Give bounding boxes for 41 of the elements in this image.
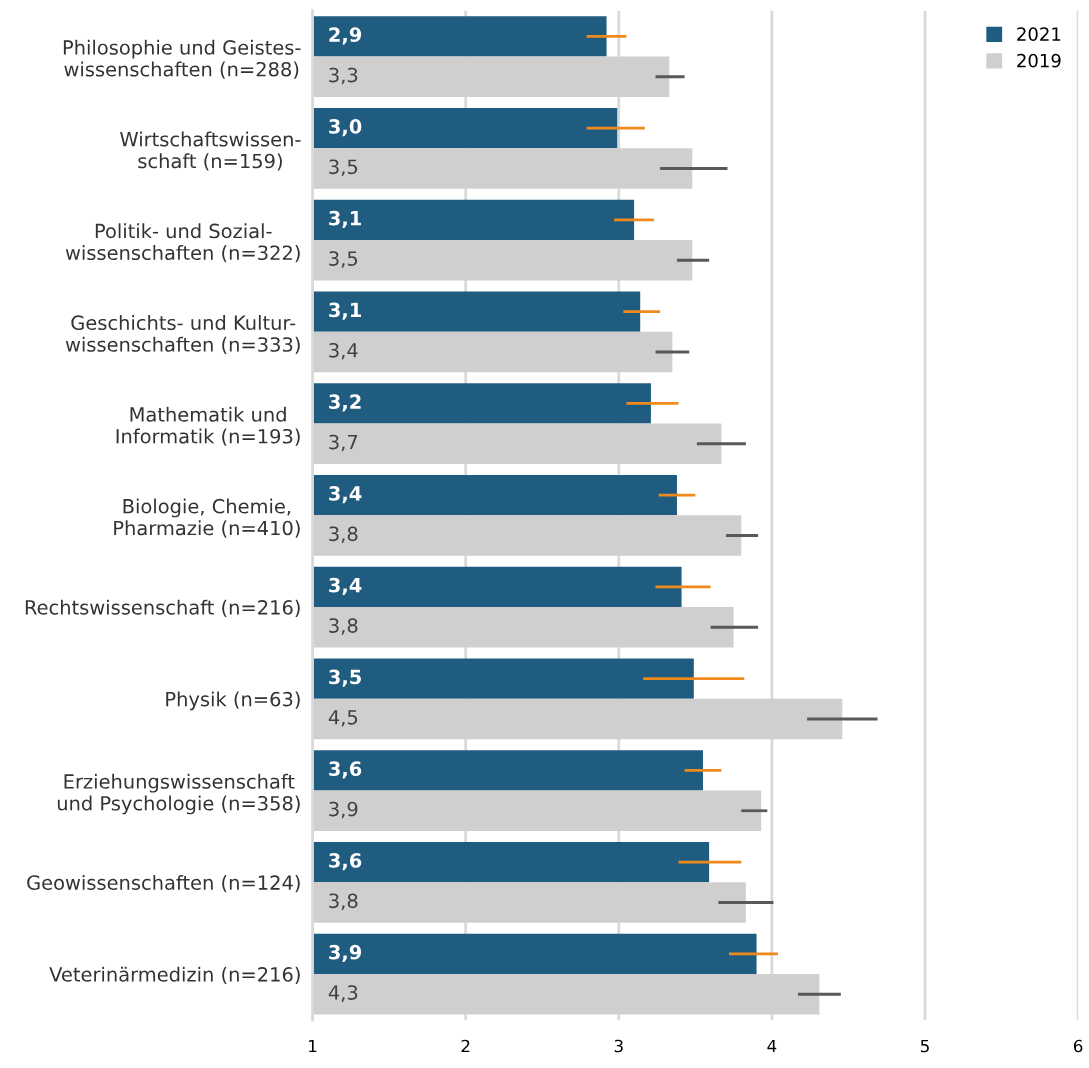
data-label: 2,9 (329, 27, 362, 45)
data-label: 3,4 (329, 342, 358, 360)
data-label: 3,8 (329, 618, 358, 635)
data-label: 3,5 (329, 251, 358, 268)
data-label: 3,5 (329, 669, 361, 687)
y-tick-label: Geowissenschaften (n=124) (27, 874, 300, 893)
legend-label: 2021 (1017, 27, 1061, 41)
y-tick-label: Biologie, Chemie, Pharmazie (n=410) (114, 498, 300, 538)
x-tick-label: 2 (461, 1039, 470, 1053)
y-tick-label: Geschichts- und Kultur- wissenschaften (n=333) (65, 315, 300, 355)
data-label: 3,9 (329, 801, 358, 819)
data-label: 3,7 (329, 434, 358, 452)
data-label: 3,3 (329, 67, 358, 85)
y-tick-label: Veterinärmedizin (n=216) (49, 966, 300, 985)
y-tick-label: Erziehungswissenschaft und Psychologie (n=358) (57, 773, 300, 815)
y-tick-label: Politik- und Sozial- wissenschaften (n=322) (65, 223, 300, 263)
y-tick-label: Wirtschaftswissen- schaft (n=159) (120, 131, 301, 171)
x-tick-label: 3 (614, 1039, 623, 1053)
data-label: 3,4 (329, 577, 362, 595)
data-label: 3,1 (329, 210, 361, 228)
data-label: 3,6 (329, 853, 362, 871)
y-tick-label: Philosophie und Geistes- wissenschaften (n=288) (63, 39, 301, 79)
data-label: 3,5 (329, 159, 358, 177)
x-tick-label: 1 (309, 1039, 317, 1053)
data-label: 3,4 (329, 486, 362, 504)
y-tick-label: Mathematik und Informatik (n=193) (116, 406, 300, 446)
data-label: 3,0 (329, 119, 362, 137)
legend-label: 2019 (1017, 53, 1061, 68)
data-label: 3,8 (329, 526, 358, 544)
data-label: 3,2 (329, 394, 361, 412)
x-tick-label: 5 (920, 1039, 929, 1053)
x-tick-label: 4 (767, 1039, 777, 1053)
data-label: 3,6 (329, 761, 362, 779)
data-label: 3,8 (329, 893, 358, 911)
data-label: 4,3 (328, 985, 358, 1002)
data-label: 3,9 (329, 944, 362, 963)
data-label: 4,5 (328, 710, 358, 727)
y-tick-label: Physik (n=63) (166, 691, 300, 711)
x-tick-label: 6 (1073, 1039, 1083, 1053)
y-tick-label: Rechtswissenschaft (n=216) (25, 599, 300, 618)
data-label: 3,1 (329, 302, 361, 320)
